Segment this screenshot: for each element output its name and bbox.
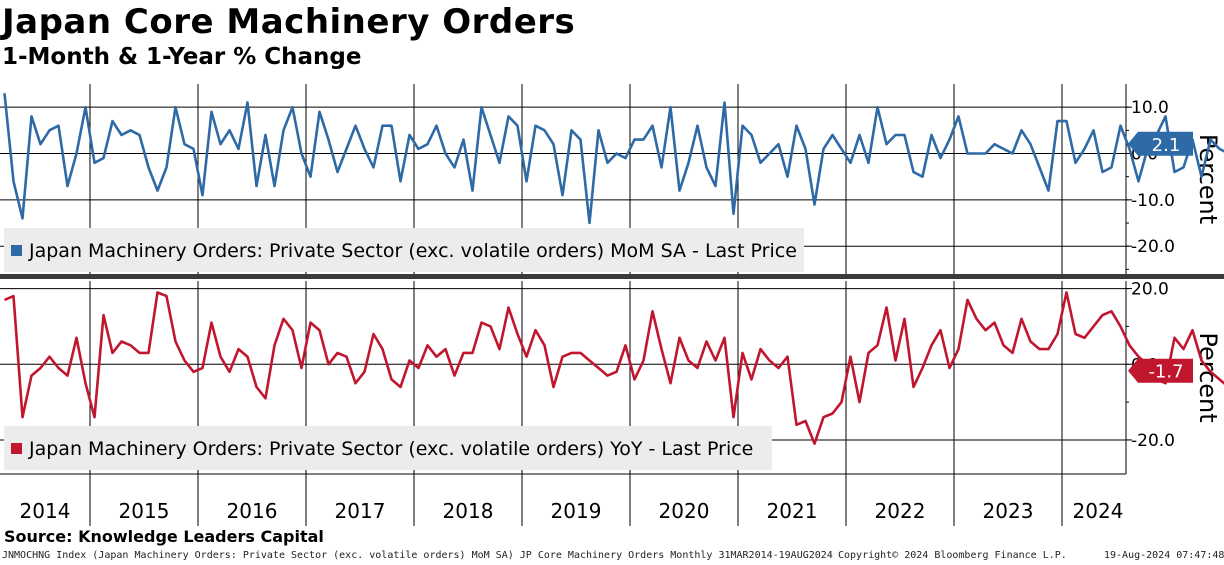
chart-title: Japan Core Machinery Orders [2, 2, 576, 42]
last-value-flag [1128, 131, 1193, 156]
legend-label: Japan Machinery Orders: Private Sector (… [28, 240, 797, 262]
timestamp: 19-Aug-2024 07:47:48 [1104, 550, 1224, 561]
series-line [3, 291, 1224, 446]
x-tick-label: 2019 [551, 499, 602, 523]
legend-box [4, 228, 804, 272]
x-tick-label: 2016 [227, 499, 278, 523]
x-tick-label: 2020 [659, 499, 710, 523]
legend-box [4, 426, 772, 470]
panel-separator [0, 274, 1224, 279]
x-tick-label: 2021 [767, 499, 818, 523]
y-tick-label: -20.0 [1131, 237, 1175, 257]
y-tick-label: 10.0 [1131, 98, 1169, 118]
x-tick-label: 2018 [443, 499, 494, 523]
last-value-label: -1.7 [1148, 362, 1183, 383]
x-tick-label: 2023 [983, 499, 1034, 523]
y-tick-label: -10.0 [1131, 191, 1175, 211]
legend-swatch [11, 443, 22, 454]
x-tick-label: 2017 [335, 499, 386, 523]
legend-label: Japan Machinery Orders: Private Sector (… [28, 438, 753, 460]
last-value-flag [1128, 358, 1193, 383]
legend-swatch [11, 245, 22, 256]
x-tick-label: 2024 [1073, 499, 1124, 523]
y-tick-label: 20.0 [1131, 280, 1169, 300]
chart-subtitle: 1-Month & 1-Year % Change [2, 44, 362, 70]
y-tick-label: -20.0 [1131, 431, 1175, 451]
ticker-line: JNMOCHNG Index (Japan Machinery Orders: … [2, 550, 833, 561]
x-tick-label: 2014 [20, 499, 71, 523]
source-note: Source: Knowledge Leaders Capital [4, 527, 324, 546]
series-line [3, 93, 1224, 225]
x-tick-label: 2022 [875, 499, 926, 523]
copyright-note: Copyright© 2024 Bloomberg Finance L.P. [838, 550, 1067, 561]
last-value-label: 2.1 [1152, 135, 1181, 156]
x-tick-label: 2015 [119, 499, 170, 523]
